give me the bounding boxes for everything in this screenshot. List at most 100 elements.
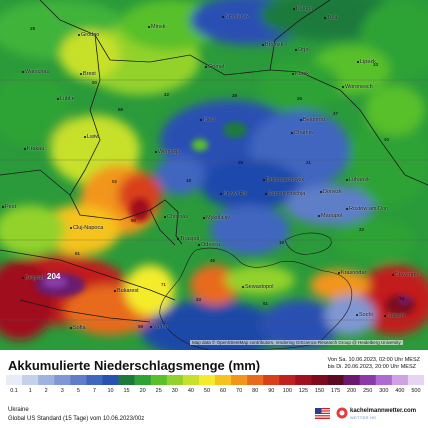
city-label: Luhansk <box>346 177 370 183</box>
precip-value-label: 74 <box>399 296 405 301</box>
legend-title: Akkumulierte Niederschlagsmenge (mm) <box>8 358 261 373</box>
city-dot <box>164 215 166 218</box>
city-dot <box>203 216 205 219</box>
scale-swatch <box>54 375 71 385</box>
city-dot <box>80 72 82 75</box>
scale-tick-label: 400 <box>395 388 405 394</box>
city-dot <box>295 48 297 51</box>
city-dot <box>22 276 24 279</box>
scale-swatch <box>150 375 168 385</box>
scale-swatch <box>391 375 409 385</box>
city-dot <box>57 97 59 100</box>
city-dot <box>150 325 152 328</box>
precip-value-label: 71 <box>161 282 167 287</box>
city-dot <box>300 118 302 121</box>
precipitation-map <box>0 0 428 350</box>
city-dot <box>70 226 72 229</box>
scale-swatch <box>182 375 200 385</box>
precip-value-label: 42 <box>164 92 170 97</box>
scale-tick-label: 500 <box>411 388 421 394</box>
precip-value-label: 81 <box>75 251 81 256</box>
city-dot <box>324 16 326 19</box>
city-label: Belgrad <box>22 275 44 281</box>
scale-swatch <box>102 375 119 385</box>
precip-value-label: 68 <box>118 107 124 112</box>
scale-tick-label: 80 <box>252 388 259 394</box>
scale-tick-label: 30 <box>171 388 178 394</box>
scale-tick-label: 175 <box>330 388 341 394</box>
city-dot <box>293 7 295 10</box>
city-label: Brest <box>80 71 96 77</box>
scale-swatch <box>375 375 393 385</box>
city-dot <box>242 285 244 288</box>
city-dot <box>222 15 224 18</box>
scale-tick-label: 20 <box>139 388 146 394</box>
precip-value-label: 33 <box>373 62 379 67</box>
city-label: Lublin <box>57 96 75 102</box>
precip-value-label: 45 <box>210 258 216 263</box>
city-label: Mariupol <box>318 213 342 219</box>
city-dot <box>318 214 320 217</box>
city-label: Bukarest <box>114 288 139 294</box>
scale-swatch <box>6 375 23 385</box>
scale-swatch <box>70 375 87 385</box>
city-dot <box>262 43 264 46</box>
city-dot <box>220 192 222 195</box>
city-dot <box>265 192 267 195</box>
brand-name: kachelmannwetter.com <box>350 408 417 414</box>
scale-swatch <box>166 375 184 385</box>
city-dot <box>24 147 26 150</box>
legend-panel: Akkumulierte Niederschlagsmenge (mm) Von… <box>0 350 428 428</box>
period-start: Von Sa. 10.06.2023, 02:00 Uhr MESZ <box>327 357 420 363</box>
scale-swatch <box>215 375 232 385</box>
precip-value-label: 50 <box>92 80 98 85</box>
scale-swatch <box>231 375 248 385</box>
city-label: Lipezk <box>357 59 376 65</box>
scale-swatch <box>263 375 280 385</box>
city-dot <box>70 326 72 329</box>
city-label: Cluj-Napoca <box>70 225 103 231</box>
precip-value-label: 26 <box>297 96 303 101</box>
scale-tick-label: 0.1 <box>10 388 18 394</box>
city-label: Smolensk <box>222 14 249 20</box>
map-canvas <box>0 0 428 350</box>
color-scale-bar <box>6 375 424 385</box>
city-dot <box>292 72 294 75</box>
precip-value-label: 18 <box>186 178 192 183</box>
city-dot <box>346 207 348 210</box>
city-label: Tula <box>324 15 338 21</box>
scale-tick-label: 300 <box>379 388 389 394</box>
scale-tick-label: 250 <box>363 388 373 394</box>
city-label: Krasnodar <box>338 270 366 276</box>
city-dot <box>2 205 4 208</box>
color-scale-ticks: 0.1 1 2 3 5 7 10 15 20 25 30 40 50 60 70 80 90 100 125 150 1… <box>6 388 424 396</box>
city-dot <box>356 313 358 316</box>
city-dot <box>84 135 86 138</box>
city-label: Sotschi <box>384 313 405 319</box>
city-dot <box>78 33 80 36</box>
scale-tick-label: 200 <box>347 388 357 394</box>
city-label: Sochi <box>356 312 373 318</box>
scale-swatch <box>359 375 377 385</box>
scale-tick-label: 10 <box>107 388 114 394</box>
city-dot <box>338 271 340 274</box>
city-label: Orjol <box>295 47 310 53</box>
city-dot <box>148 25 150 28</box>
city-label: Charkiw <box>291 130 314 136</box>
city-dot <box>357 60 359 63</box>
scale-tick-label: 25 <box>155 388 162 394</box>
scale-tick-label: 15 <box>123 388 130 394</box>
city-label: Odessa <box>198 242 220 248</box>
city-dot <box>155 150 157 153</box>
precip-value-label: 22 <box>359 227 365 232</box>
city-dot <box>320 190 322 193</box>
scale-tick-label: 150 <box>314 388 325 394</box>
city-dot <box>384 314 386 317</box>
precip-value-label: 80 <box>131 218 137 223</box>
scale-tick-label: 7 <box>92 388 96 394</box>
precip-value-label: 61 <box>263 301 269 306</box>
scale-tick-label: 90 <box>268 388 275 394</box>
city-label: Brjansk <box>262 42 283 48</box>
city-dot <box>22 70 24 73</box>
city-label: Pest <box>2 204 16 210</box>
